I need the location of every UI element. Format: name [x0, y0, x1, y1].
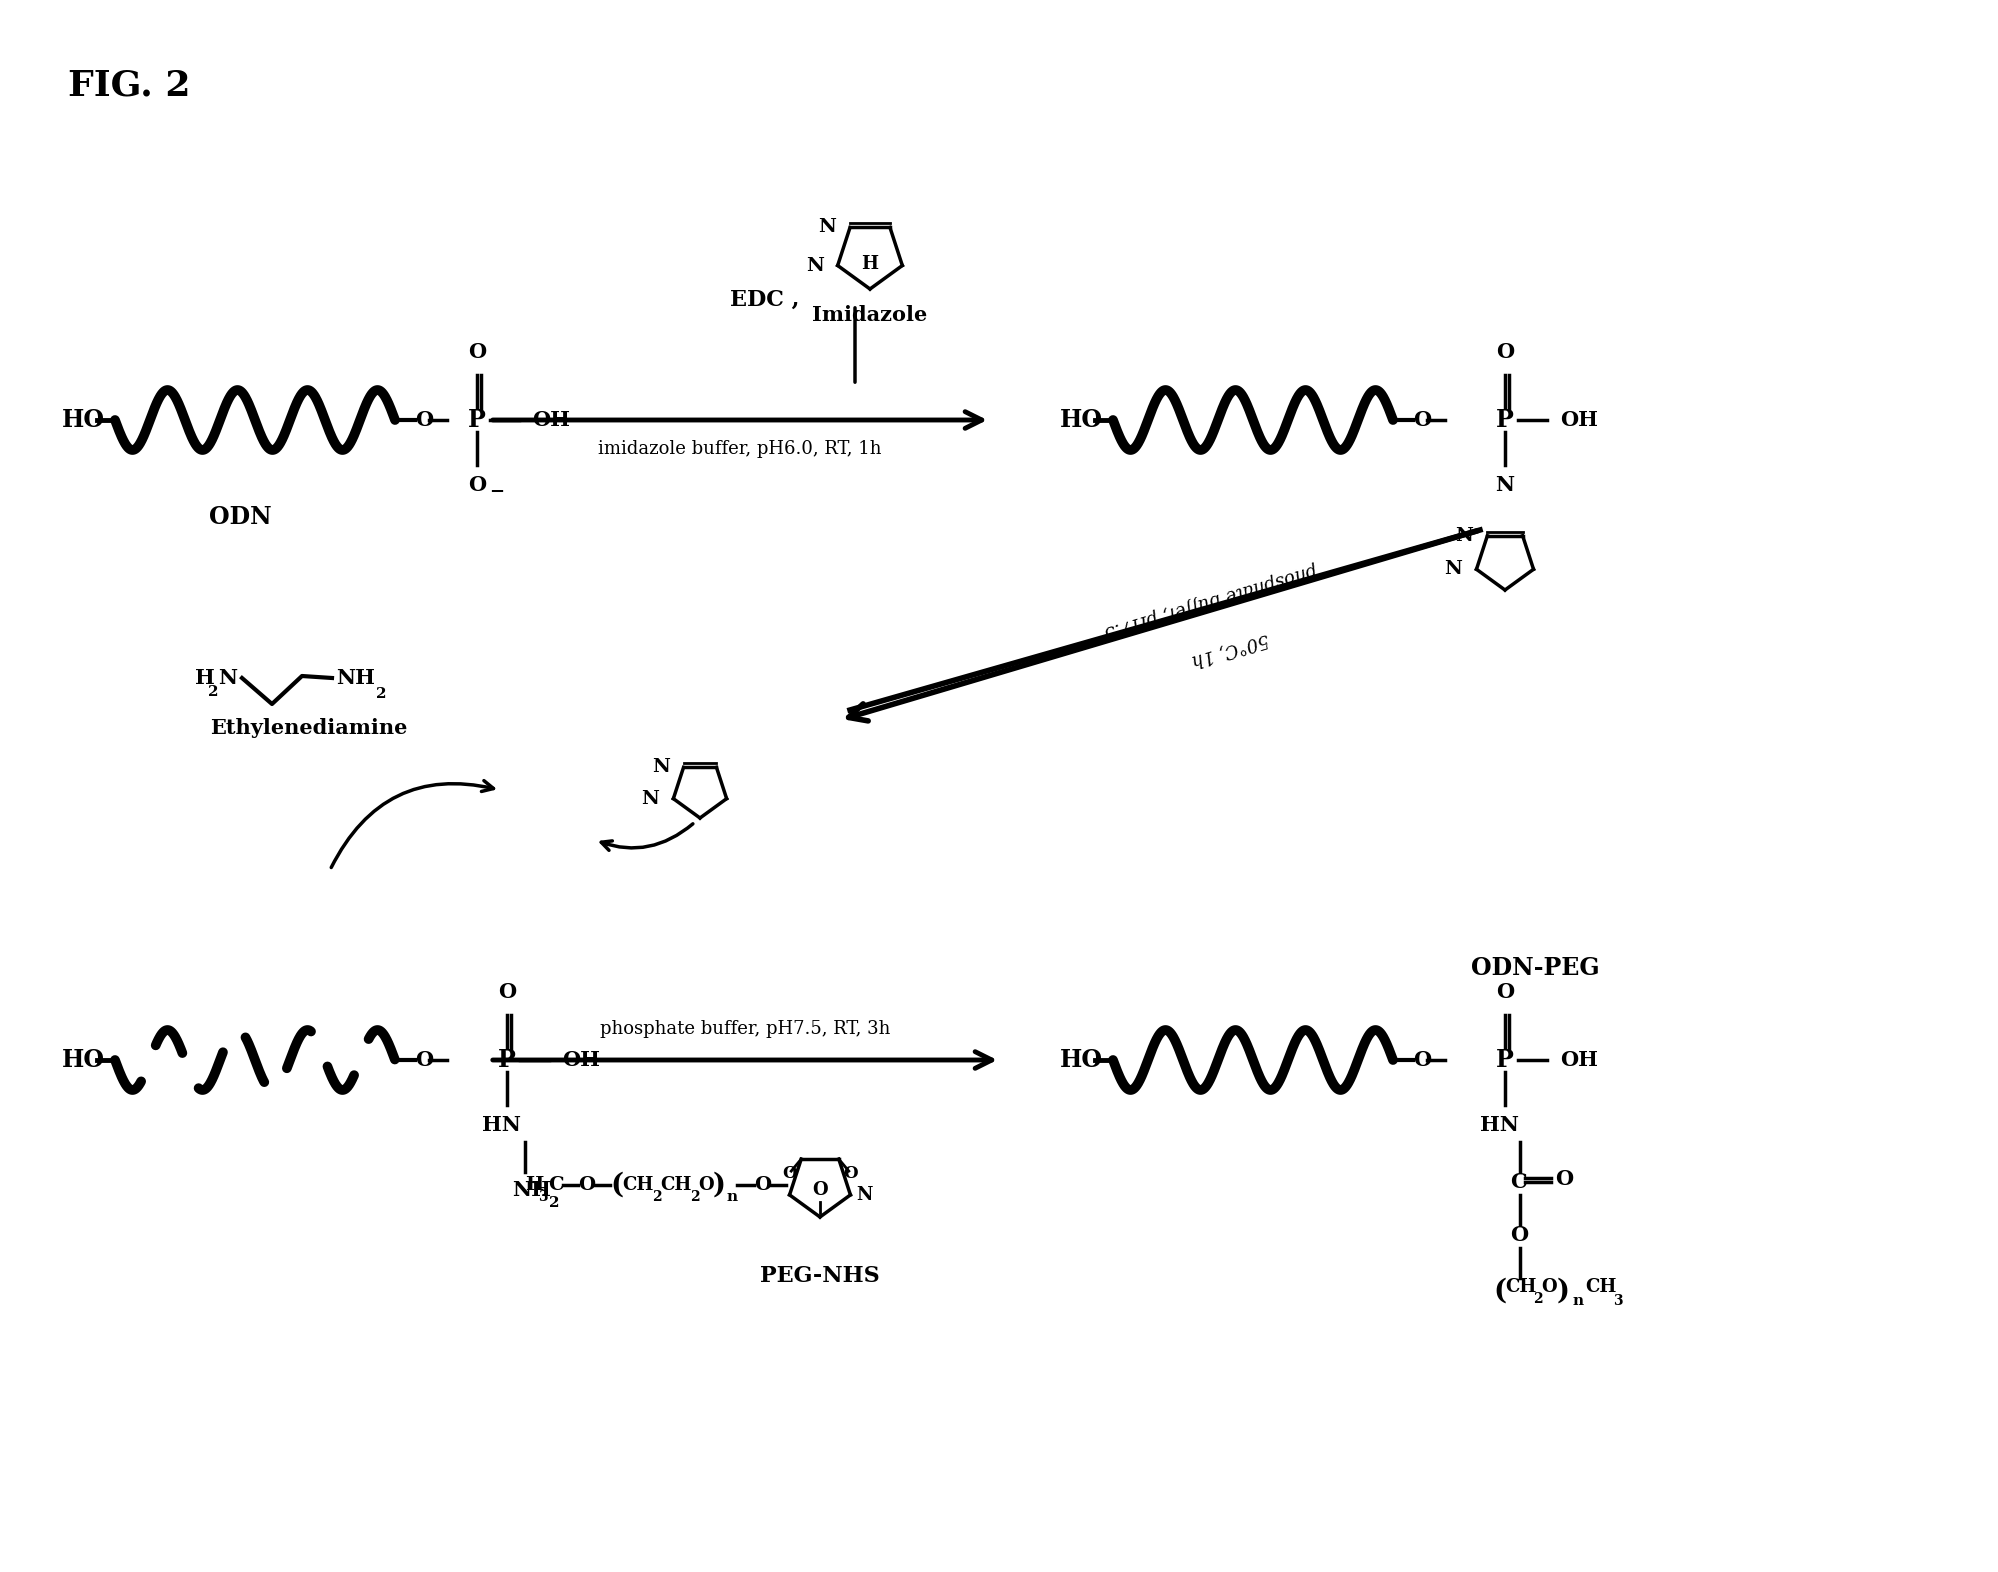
Text: H: H — [861, 255, 877, 274]
Text: C: C — [1508, 1173, 1526, 1192]
Text: N: N — [218, 668, 238, 689]
Text: O: O — [1495, 343, 1512, 362]
Text: ): ) — [713, 1171, 725, 1198]
Text: CH: CH — [621, 1176, 653, 1195]
Text: O: O — [811, 1181, 827, 1199]
Text: NH: NH — [336, 668, 376, 689]
Text: O: O — [1554, 1170, 1572, 1188]
Text: OH: OH — [1558, 410, 1596, 431]
Text: ODN: ODN — [208, 505, 272, 530]
Text: O: O — [577, 1176, 595, 1195]
Text: HO: HO — [1059, 409, 1103, 432]
Text: O: O — [1495, 982, 1512, 1001]
Text: O: O — [1540, 1278, 1556, 1295]
Text: 3: 3 — [537, 1190, 547, 1204]
Text: N: N — [641, 789, 659, 808]
Text: O: O — [753, 1176, 771, 1195]
Text: P: P — [498, 1049, 515, 1072]
Text: N: N — [651, 758, 669, 777]
Text: 2: 2 — [689, 1190, 699, 1204]
Text: n: n — [1572, 1294, 1582, 1308]
Text: P: P — [468, 409, 486, 432]
Text: FIG. 2: FIG. 2 — [68, 68, 190, 102]
Text: (: ( — [1493, 1278, 1504, 1305]
Text: C: C — [547, 1176, 563, 1195]
Text: imidazole buffer, pH6.0, RT, 1h: imidazole buffer, pH6.0, RT, 1h — [597, 440, 881, 457]
Text: O: O — [843, 1165, 857, 1182]
Text: N: N — [805, 256, 823, 275]
Text: O: O — [697, 1176, 713, 1195]
Text: Imidazole: Imidazole — [811, 305, 927, 325]
Text: 3: 3 — [1612, 1294, 1622, 1308]
Text: O: O — [781, 1165, 797, 1182]
Text: 2: 2 — [376, 687, 386, 701]
Text: 2: 2 — [549, 1196, 559, 1210]
Text: Ethylenediamine: Ethylenediamine — [210, 718, 408, 737]
Text: 2: 2 — [1532, 1292, 1542, 1306]
Text: (: ( — [609, 1171, 623, 1198]
Text: n: n — [727, 1190, 737, 1204]
Text: 50°C, 1h: 50°C, 1h — [1189, 630, 1271, 670]
Text: H: H — [196, 668, 214, 689]
Text: EDC ,: EDC , — [729, 289, 799, 311]
Text: phosphate buffer, pH7.5, RT, 3h: phosphate buffer, pH7.5, RT, 3h — [599, 1020, 889, 1038]
Text: H: H — [525, 1176, 543, 1195]
Text: O: O — [468, 475, 486, 495]
Text: CH: CH — [659, 1176, 691, 1195]
Text: P: P — [1495, 409, 1512, 432]
Text: N: N — [1495, 475, 1514, 495]
Text: O: O — [1413, 1050, 1431, 1071]
Text: HN: HN — [1481, 1115, 1518, 1135]
Text: CH: CH — [1504, 1278, 1536, 1295]
Text: HO: HO — [62, 1049, 106, 1072]
Text: ): ) — [1556, 1278, 1568, 1305]
Text: ODN-PEG: ODN-PEG — [1471, 956, 1598, 979]
Text: NH: NH — [511, 1181, 551, 1199]
Text: N: N — [1455, 527, 1473, 545]
Text: O: O — [468, 343, 486, 362]
Text: 2: 2 — [208, 685, 218, 700]
Text: phosphate buffer, pH7.5: phosphate buffer, pH7.5 — [1101, 560, 1319, 640]
Text: O: O — [1508, 1225, 1526, 1245]
Text: OH: OH — [1558, 1050, 1596, 1071]
Text: N: N — [1445, 560, 1463, 578]
Text: O: O — [1413, 410, 1431, 431]
Text: OH: OH — [531, 410, 569, 431]
Text: O: O — [498, 982, 515, 1001]
Text: CH: CH — [1584, 1278, 1616, 1295]
Text: PEG-NHS: PEG-NHS — [759, 1265, 879, 1287]
Text: 2: 2 — [651, 1190, 661, 1204]
Text: N: N — [817, 219, 835, 236]
Text: HN: HN — [482, 1115, 521, 1135]
Text: OH: OH — [561, 1050, 599, 1071]
Text: N: N — [855, 1185, 873, 1204]
Text: O: O — [416, 410, 434, 431]
Text: HO: HO — [1059, 1049, 1103, 1072]
Text: O: O — [416, 1050, 434, 1071]
Text: −: − — [490, 483, 503, 501]
Text: HO: HO — [62, 409, 106, 432]
Text: P: P — [1495, 1049, 1512, 1072]
